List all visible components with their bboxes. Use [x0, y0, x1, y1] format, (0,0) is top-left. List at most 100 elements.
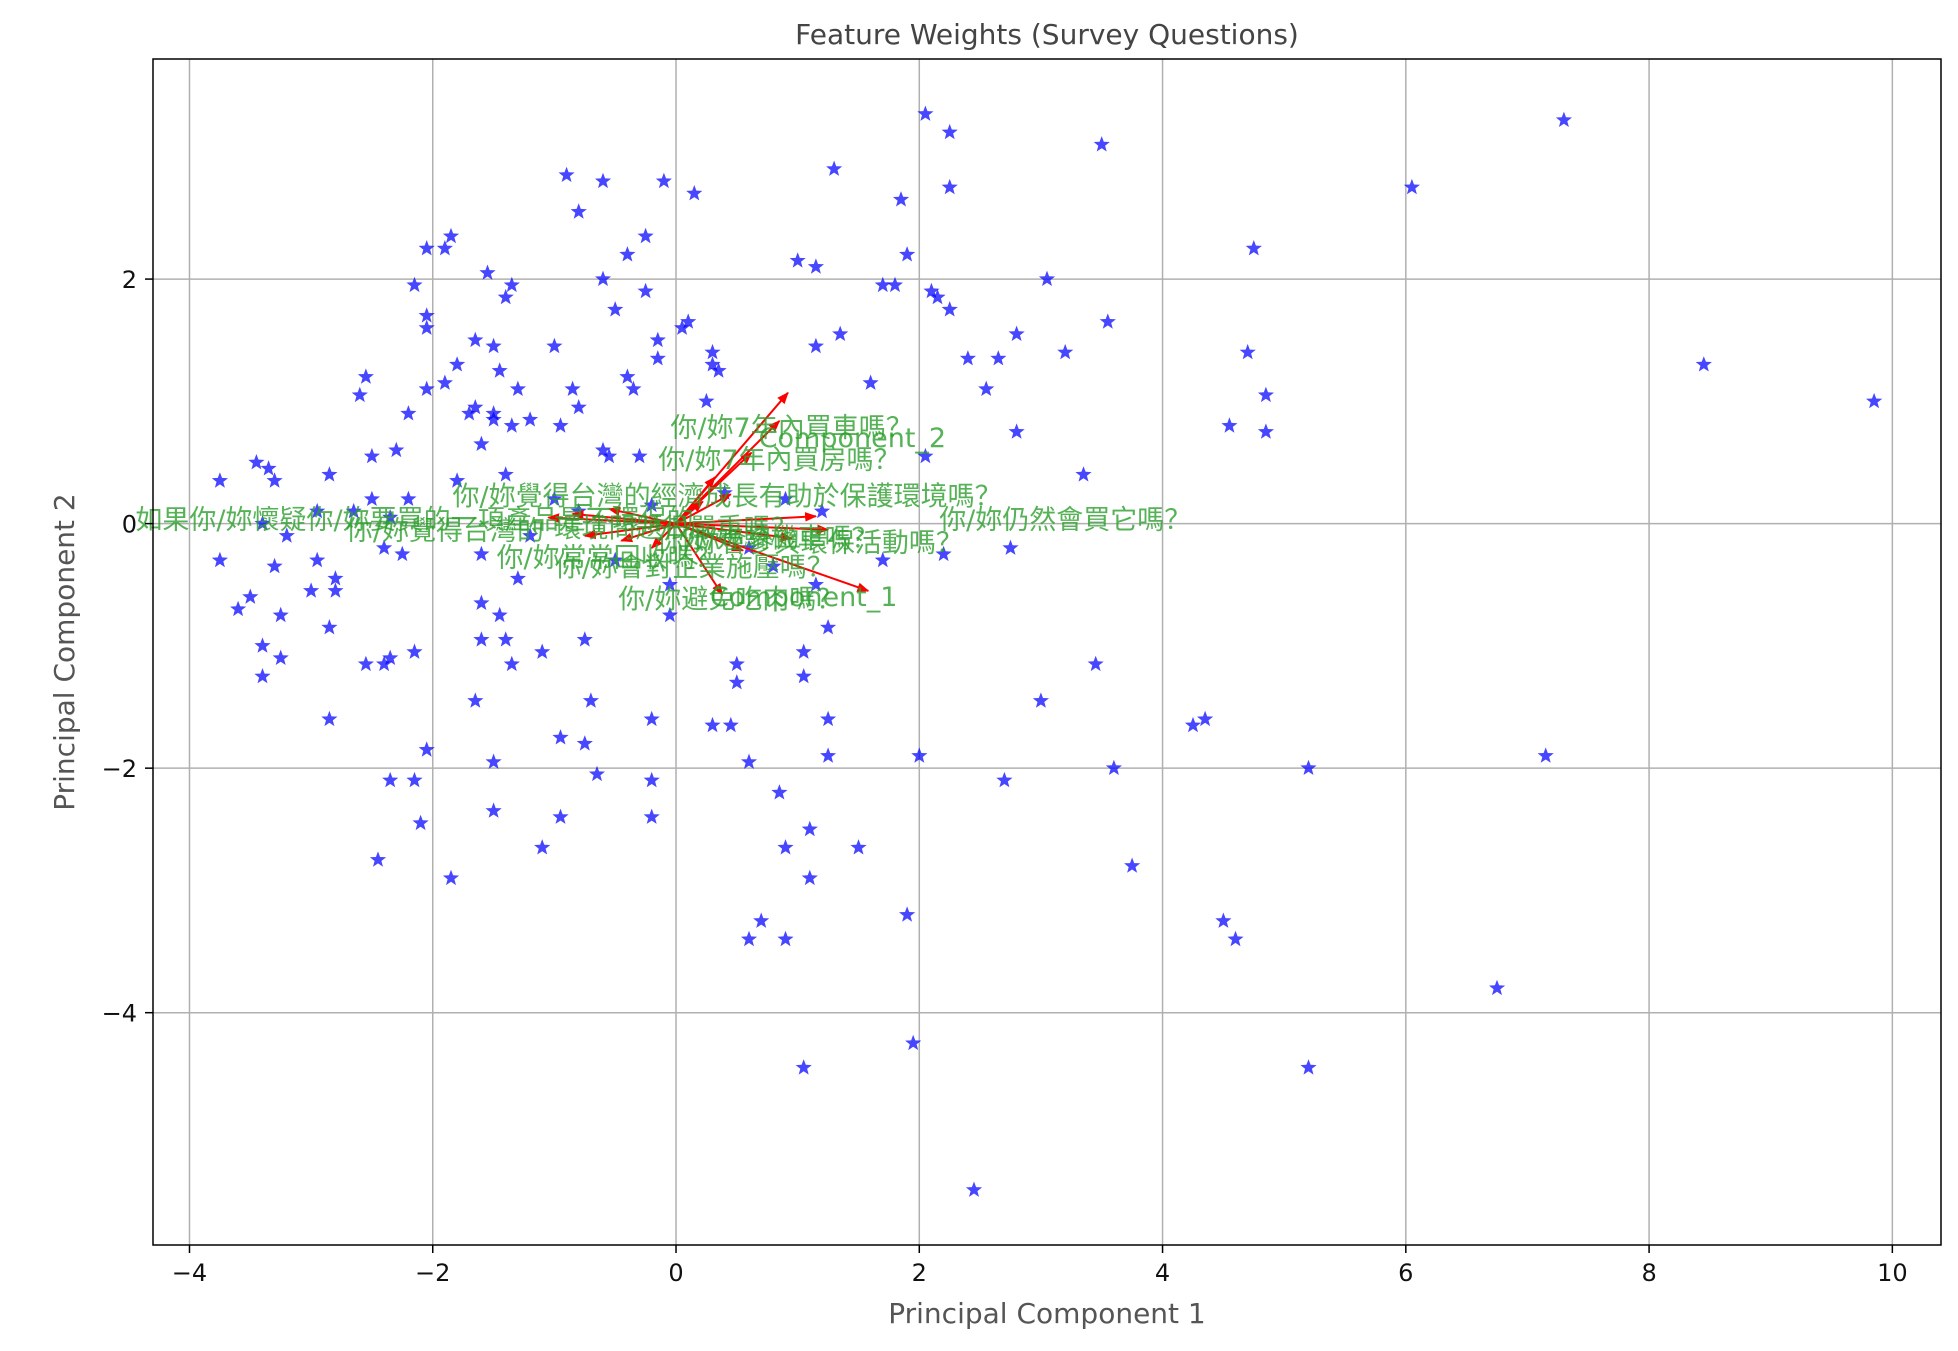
data-point: [382, 509, 399, 525]
data-point: [917, 447, 934, 464]
data-point: [874, 276, 891, 293]
loading-arrow: [607, 506, 677, 525]
data-point: [631, 447, 648, 464]
data-point: [1245, 240, 1262, 256]
data-point: [929, 288, 946, 305]
data-point: [473, 631, 490, 647]
data-point: [680, 313, 697, 329]
data-point: [503, 417, 520, 433]
data-point: [406, 771, 423, 788]
x-tick-label: 4: [1155, 1259, 1170, 1287]
data-point: [327, 582, 344, 598]
data-point: [643, 710, 660, 727]
data-point: [534, 643, 551, 659]
data-point: [503, 276, 520, 293]
loading-arrow: [675, 522, 830, 535]
data-point: [388, 441, 405, 458]
data-point: [686, 185, 703, 201]
loading-arrow: [620, 522, 677, 543]
loading-arrow: [675, 500, 704, 525]
data-point: [1008, 423, 1025, 439]
data-point: [1184, 716, 1201, 733]
data-point: [899, 906, 916, 922]
data-point: [382, 771, 399, 788]
data-point: [211, 472, 228, 488]
data-point: [795, 668, 812, 684]
data-point: [473, 594, 490, 610]
data-point: [552, 729, 569, 745]
data-point: [254, 668, 271, 684]
data-point: [400, 405, 417, 421]
data-point: [436, 374, 453, 390]
data-point: [1124, 857, 1141, 873]
x-tick-label: 6: [1398, 1259, 1413, 1287]
loading-arrow: [583, 522, 677, 540]
data-point: [874, 551, 891, 568]
data-point: [546, 490, 563, 506]
data-point: [254, 515, 271, 531]
data-point: [649, 331, 666, 348]
data-point: [1008, 325, 1025, 341]
data-point: [625, 380, 642, 396]
data-point: [442, 869, 460, 886]
y-tick-label: −2: [102, 755, 137, 783]
data-point: [412, 814, 429, 831]
data-point: [582, 692, 599, 708]
data-point: [643, 496, 660, 513]
data-point: [1032, 692, 1049, 708]
axis-ticks: −4 −2 0 2 4 6 8 10 −4 −2 0 2: [102, 266, 1908, 1287]
data-point: [674, 319, 691, 335]
data-point: [272, 606, 289, 623]
data-point: [899, 246, 916, 262]
data-point: [661, 576, 678, 592]
data-point: [801, 820, 818, 837]
data-point: [479, 264, 496, 280]
data-point: [777, 839, 794, 855]
data-point: [1555, 111, 1572, 127]
data-point: [655, 172, 672, 189]
data-point: [795, 1059, 812, 1075]
data-point: [820, 710, 837, 727]
data-point: [710, 362, 727, 378]
data-point: [491, 606, 508, 623]
data-point: [485, 411, 502, 427]
data-point: [376, 655, 393, 672]
data-point: [570, 203, 587, 219]
data-point: [807, 576, 824, 592]
data-point: [461, 405, 478, 421]
feature-label: 你/妳7年內買房嗎？: [658, 445, 900, 476]
data-point: [248, 454, 265, 470]
data-point: [753, 912, 770, 928]
data-point: [588, 765, 605, 782]
data-point: [309, 551, 326, 568]
data-point: [850, 839, 867, 855]
loading-arrow: [675, 522, 793, 542]
data-point: [509, 380, 526, 396]
data-points: [211, 105, 1883, 1197]
data-point: [485, 802, 502, 818]
data-point: [363, 490, 380, 506]
data-point: [418, 240, 435, 256]
data-point: [661, 606, 678, 623]
data-point: [436, 240, 453, 256]
data-point: [1221, 417, 1238, 433]
x-tick-label: −2: [415, 1259, 450, 1287]
loading-arrow: [675, 512, 818, 525]
data-point: [534, 839, 551, 855]
data-point: [1300, 1059, 1317, 1075]
data-point: [1099, 313, 1116, 329]
data-point: [996, 771, 1013, 788]
data-point: [1489, 979, 1506, 996]
feature-label: Component_1: [710, 582, 897, 613]
data-point: [1075, 466, 1092, 482]
data-point: [1087, 655, 1104, 672]
data-point: [704, 343, 721, 360]
data-point: [941, 178, 958, 195]
feature-label: 你/妳7年內買車嗎？: [670, 413, 912, 444]
data-point: [321, 710, 338, 727]
data-point: [357, 655, 374, 672]
data-point: [418, 380, 435, 396]
x-tick-label: −4: [172, 1259, 207, 1287]
data-point: [619, 368, 636, 384]
data-point: [449, 472, 466, 488]
